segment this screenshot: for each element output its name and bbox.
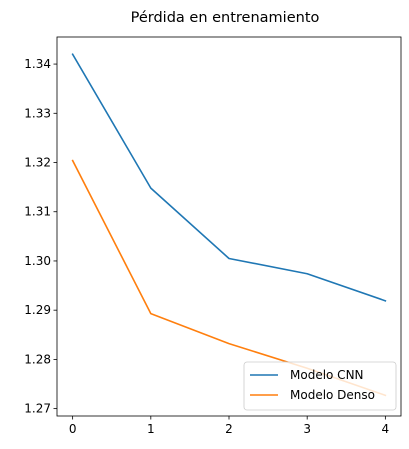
x-tick-label: 0 [69,422,77,436]
x-tick-label: 2 [225,422,233,436]
plot-frame [56,36,402,417]
x-tick-label: 4 [382,422,390,436]
x-tick-label: 1 [147,422,155,436]
y-tick-label: 1.30 [24,254,51,268]
chart-title: Pérdida en entrenamiento [131,10,320,26]
axes-layer: 1.27 1.28 1.29 1.30 1.31 1.32 1.33 1.34 0 1 2 3 4 [24,57,389,436]
y-tick-label: 1.32 [24,156,51,170]
legend-label: Modelo CNN [290,368,364,382]
legend: Modelo CNN Modelo Denso [243,361,397,411]
series-line-cnn [71,53,387,302]
y-tick-label: 1.33 [24,106,51,120]
y-tick-label: 1.31 [24,205,51,219]
legend-label: Modelo Denso [290,388,375,402]
y-tick-label: 1.28 [24,352,51,366]
y-tick-label: 1.27 [24,402,51,416]
plot-area [57,37,401,416]
y-tick-label: 1.34 [24,57,51,71]
y-tick-label: 1.29 [24,303,51,317]
legend-box [243,361,397,411]
x-tick-label: 3 [303,422,311,436]
